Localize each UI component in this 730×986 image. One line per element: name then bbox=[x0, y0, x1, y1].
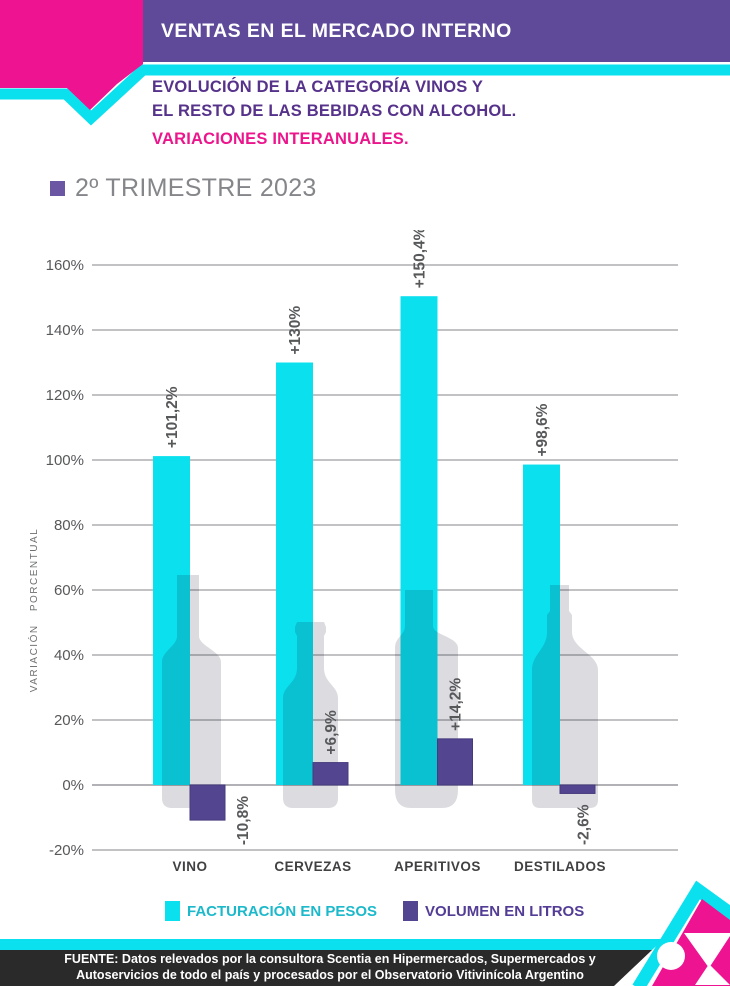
category-label-vino: VINO bbox=[172, 859, 207, 874]
legend-item-facturacion: FACTURACIÓN EN PESOS bbox=[165, 901, 377, 921]
y-tick-label: 100% bbox=[46, 452, 84, 469]
legend-label: VOLUMEN EN LITROS bbox=[425, 902, 585, 920]
y-tick-label: 40% bbox=[54, 647, 84, 664]
footer-cyan-stripe bbox=[0, 939, 664, 950]
source-line-1: FUENTE: Datos relevados por la consultor… bbox=[64, 952, 596, 966]
legend-label: FACTURACIÓN EN PESOS bbox=[187, 902, 378, 920]
y-tick-label: 80% bbox=[54, 517, 84, 534]
wine-bottle-icon bbox=[162, 575, 221, 808]
value-label-facturacion-cervezas: +130% bbox=[287, 306, 304, 355]
footer-stripes bbox=[0, 939, 664, 986]
bar-chart: 160% 140% 120% 100% 80% 60% 40% 20% 0% -20% VARIAC… bbox=[27, 230, 678, 874]
purple-square-bullet-icon bbox=[50, 181, 65, 196]
y-tick-label: 120% bbox=[46, 387, 84, 404]
wine-glass-logo-icon bbox=[657, 933, 730, 985]
bar-volumen-vino bbox=[189, 784, 226, 821]
cyan-ribbon bbox=[0, 64, 730, 126]
value-label-volumen-aperitivos: +14,2% bbox=[448, 678, 465, 731]
category-label-aperitivos: APERITIVOS bbox=[394, 859, 481, 874]
y-tick-label: 20% bbox=[54, 712, 84, 729]
value-label-volumen-destilados: -2,6% bbox=[576, 804, 593, 845]
period-row: 2º TRIMESTRE 2023 bbox=[50, 174, 317, 203]
bar-volumen-cervezas bbox=[312, 762, 349, 786]
source-line-2: Autoservicios de todo el país y procesad… bbox=[76, 967, 584, 982]
value-label-facturacion-vino: +101,2% bbox=[164, 386, 181, 448]
header-banner: VENTAS EN EL MERCADO INTERNO bbox=[143, 0, 730, 62]
bar-volumen-aperitivos bbox=[437, 738, 473, 786]
footer-black-bar bbox=[0, 950, 652, 986]
y-tick-label: 60% bbox=[54, 582, 84, 599]
y-tick-label: -20% bbox=[49, 842, 84, 859]
cyan-swatch-icon bbox=[165, 901, 180, 921]
page-title: VENTAS EN EL MERCADO INTERNO bbox=[161, 20, 512, 42]
purple-swatch-icon bbox=[403, 901, 419, 921]
chart-legend: FACTURACIÓN EN PESOS VOLUMEN EN LITROS bbox=[165, 901, 584, 921]
beer-bottle-icon bbox=[283, 622, 338, 808]
y-axis-label: VARIACIÓN PORCENTUAL bbox=[27, 528, 40, 692]
pink-corner-shape bbox=[0, 0, 143, 110]
value-label-facturacion-destilados: +98,6% bbox=[534, 403, 551, 456]
period-label: 2º TRIMESTRE 2023 bbox=[75, 174, 317, 202]
corner-logo bbox=[632, 880, 730, 986]
y-tick-label: 160% bbox=[46, 257, 84, 274]
value-label-volumen-vino: -10,8% bbox=[235, 796, 252, 845]
legend-item-volumen: VOLUMEN EN LITROS bbox=[403, 901, 584, 921]
y-tick-label: 140% bbox=[46, 322, 84, 339]
y-tick-label: 0% bbox=[62, 777, 84, 794]
subtitle-block: EVOLUCIÓN DE LA CATEGORÍA VINOS Y EL RES… bbox=[152, 76, 516, 149]
bar-volumen-destilados bbox=[559, 784, 596, 794]
value-label-facturacion-aperitivos: +150,4% bbox=[412, 230, 429, 288]
value-label-volumen-cervezas: +6,9% bbox=[323, 710, 340, 755]
subtitle-line-2: EL RESTO DE LAS BEBIDAS CON ALCOHOL. bbox=[152, 101, 517, 120]
subtitle-line-3: VARIACIONES INTERANUALES. bbox=[152, 130, 409, 148]
category-label-destilados: DESTILADOS bbox=[514, 859, 606, 874]
subtitle-line-1: EVOLUCIÓN DE LA CATEGORÍA VINOS Y bbox=[152, 78, 484, 96]
category-label-cervezas: CERVEZAS bbox=[274, 859, 351, 874]
spirits-bottle-icon bbox=[532, 585, 598, 808]
source-note: FUENTE: Datos relevados por la consultor… bbox=[0, 952, 660, 983]
header-accent-shape bbox=[0, 0, 730, 126]
